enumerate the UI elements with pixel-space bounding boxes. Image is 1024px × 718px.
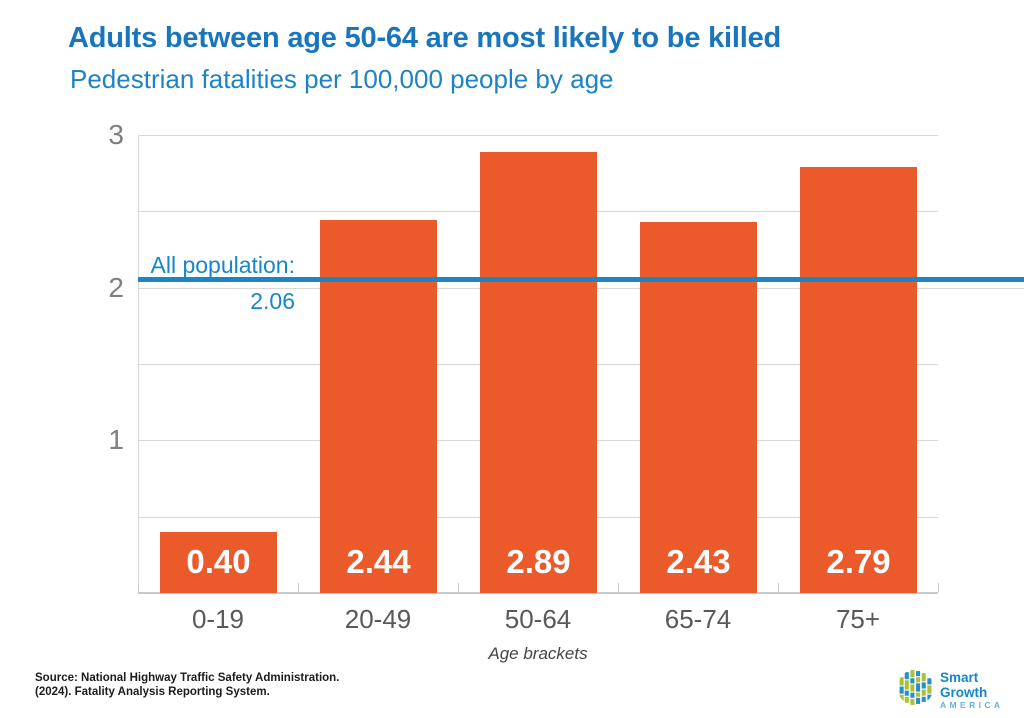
source-line-1: Source: National Highway Traffic Safety … [35, 672, 340, 684]
y-axis-line [138, 135, 139, 593]
y-tick-label: 2 [108, 272, 124, 303]
smart-growth-america-logo: Smart Growth AMERICA [897, 669, 1024, 711]
x-tick-label: 0-19 [191, 604, 245, 634]
logo-wordmark: Smart Growth AMERICA [940, 670, 1024, 710]
logo-mosaic-icon [897, 669, 934, 711]
x-tick-label: 50-64 [504, 604, 572, 634]
source-note: Source: National Highway Traffic Safety … [35, 671, 339, 699]
x-axis-tick [618, 583, 619, 592]
gridline [138, 135, 938, 136]
bar-value-label: 2.89 [506, 543, 571, 580]
x-tick-label: 65-74 [664, 604, 732, 634]
source-line-2: (2024). Fatality Analysis Reporting Syst… [35, 686, 270, 698]
bar-value-label: 2.43 [666, 543, 731, 580]
bar-value-label: 2.79 [826, 543, 891, 580]
page-title: Adults between age 50-64 are most likely… [68, 22, 782, 54]
reference-line-label: All population: [150, 252, 296, 278]
bar-value-label: 2.44 [346, 543, 411, 580]
bar-value-label: 0.40 [186, 543, 251, 580]
x-axis-tick [458, 583, 459, 592]
bar [160, 532, 277, 593]
x-axis-tick [938, 583, 939, 592]
x-axis-tick [138, 583, 139, 592]
y-tick-label: 3 [108, 119, 124, 150]
bar [640, 222, 757, 593]
x-tick-label: 20-49 [344, 604, 412, 634]
logo-line-2: AMERICA [940, 700, 1004, 710]
reference-line [138, 277, 1024, 282]
x-axis-title: Age brackets [488, 644, 588, 663]
x-axis-tick [778, 583, 779, 592]
page-subtitle: Pedestrian fatalities per 100,000 people… [70, 64, 614, 94]
bar [320, 220, 437, 593]
bar [800, 167, 917, 593]
logo-line-1: Smart Growth [940, 670, 988, 700]
x-axis-tick [298, 583, 299, 592]
x-axis-line [138, 592, 938, 594]
y-tick-label: 1 [108, 424, 124, 455]
bar [480, 152, 597, 593]
reference-line-value: 2.06 [250, 288, 295, 314]
x-tick-label: 75+ [835, 604, 881, 634]
